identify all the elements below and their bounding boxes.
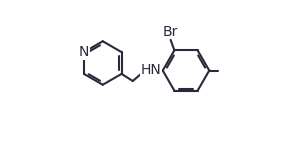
Text: HN: HN (140, 63, 161, 78)
Text: N: N (79, 45, 89, 59)
Text: Br: Br (162, 25, 177, 39)
